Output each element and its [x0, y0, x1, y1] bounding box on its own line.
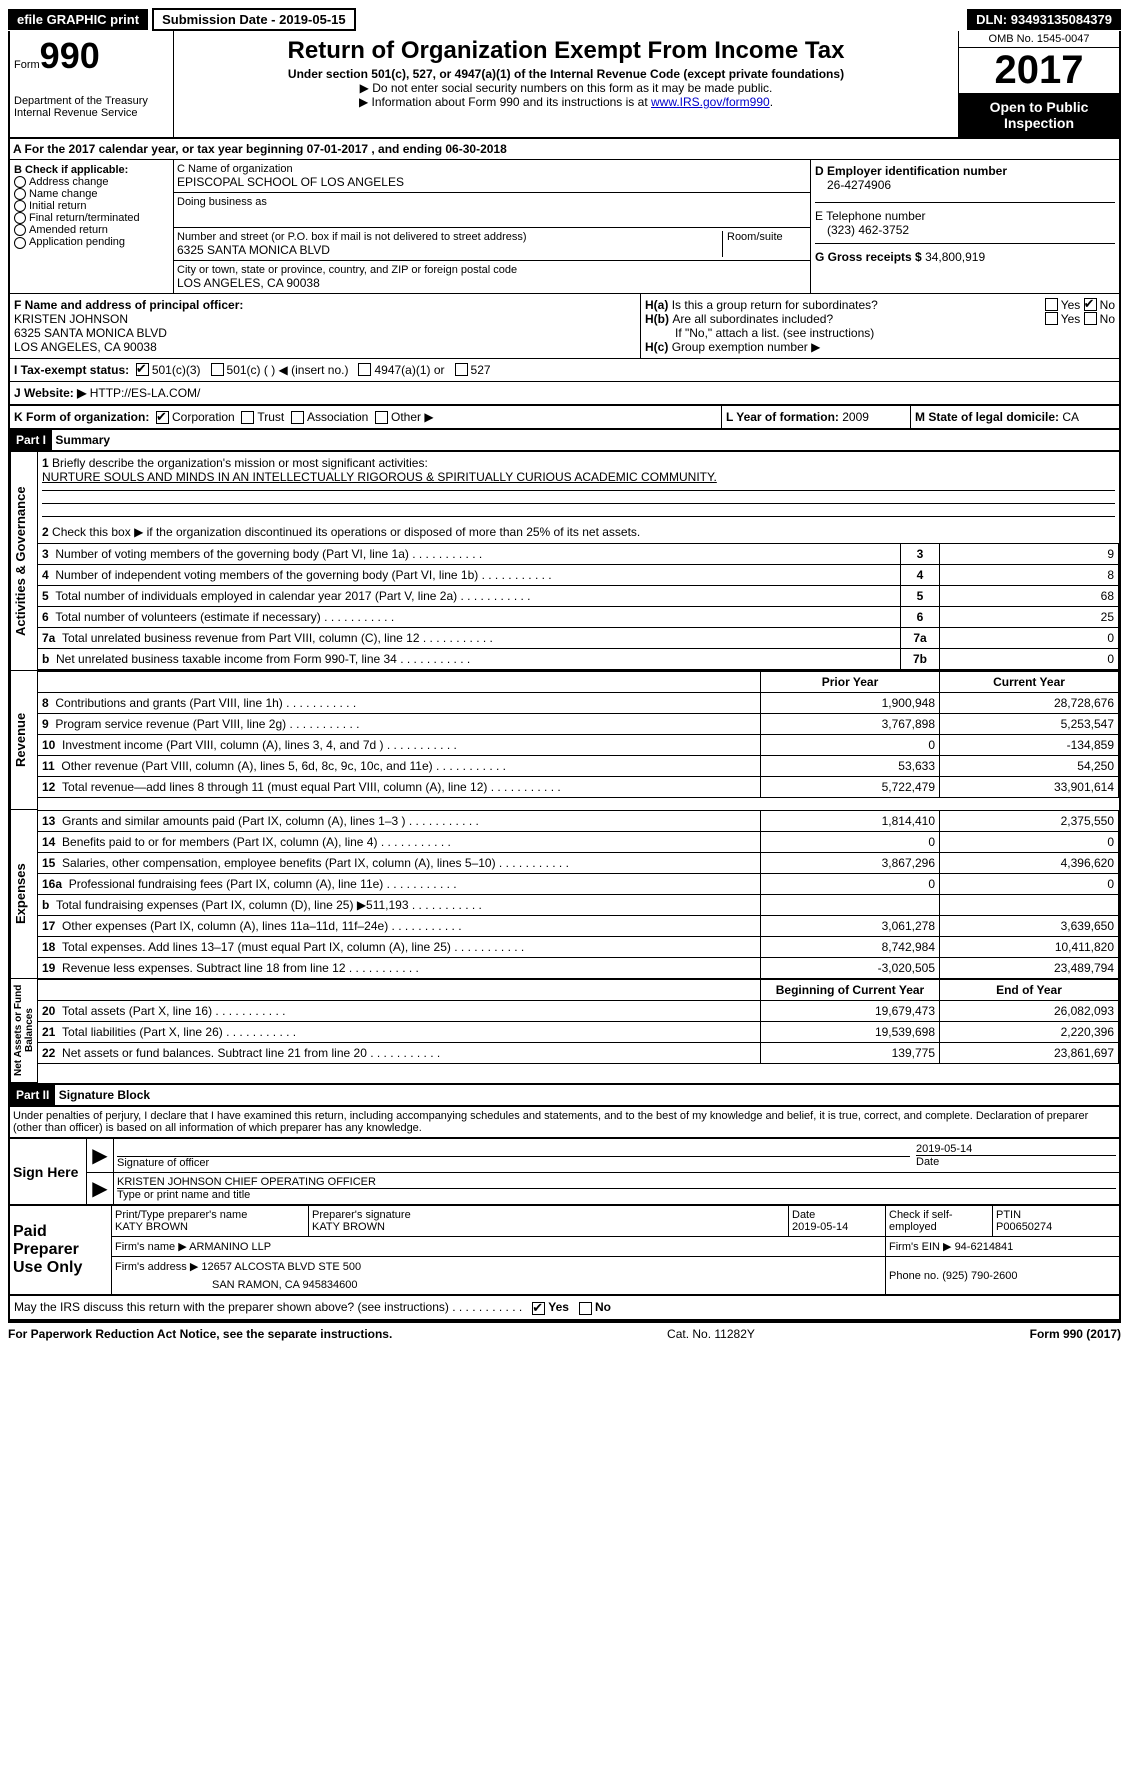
col-h: H(a) Is this a group return for subordin… [641, 294, 1119, 358]
discuss-yes[interactable] [532, 1302, 545, 1315]
i-501c3[interactable] [136, 363, 149, 376]
k-assoc[interactable] [291, 411, 304, 424]
governance-table: 3 Number of voting members of the govern… [38, 543, 1119, 670]
revenue-section: Revenue Prior YearCurrent Year 8 Contrib… [8, 671, 1121, 810]
ha-no[interactable] [1084, 298, 1097, 311]
netassets-section: Net Assets or Fund Balances Beginning of… [8, 979, 1121, 1085]
chk-name[interactable] [14, 188, 26, 200]
chk-amended[interactable] [14, 224, 26, 236]
irs-link[interactable]: www.IRS.gov/form990 [651, 95, 770, 109]
line-a: A For the 2017 calendar year, or tax yea… [8, 139, 1121, 160]
submission-date: Submission Date - 2019-05-15 [152, 8, 356, 31]
col-b: B Check if applicable: Address change Na… [10, 160, 174, 293]
part1-body: Activities & Governance 1 Briefly descri… [8, 452, 1121, 671]
chk-initial[interactable] [14, 200, 26, 212]
k-trust[interactable] [241, 411, 254, 424]
form-title-box: Return of Organization Exempt From Incom… [174, 31, 958, 137]
form-number-box: Form990 Department of the Treasury Inter… [10, 31, 174, 137]
part1-header: Part I Summary [8, 430, 1121, 452]
ha-yes[interactable] [1045, 298, 1058, 311]
chk-final[interactable] [14, 212, 26, 224]
perjury-text: Under penalties of perjury, I declare th… [8, 1107, 1121, 1138]
col-f: F Name and address of principal officer:… [10, 294, 641, 358]
line-j: J Website: ▶ HTTP://ES-LA.COM/ [8, 382, 1121, 406]
line-i: I Tax-exempt status: 501(c)(3) 501(c) ( … [8, 359, 1121, 382]
section-fh: F Name and address of principal officer:… [8, 294, 1121, 359]
chk-pending[interactable] [14, 237, 26, 249]
form-title: Return of Organization Exempt From Incom… [178, 37, 954, 65]
k-corp[interactable] [156, 411, 169, 424]
part2-header: Part II Signature Block [8, 1085, 1121, 1107]
top-bar: efile GRAPHIC print Submission Date - 20… [8, 8, 1121, 31]
col-c: C Name of organization EPISCOPAL SCHOOL … [174, 160, 811, 293]
section-bcdeg: B Check if applicable: Address change Na… [8, 160, 1121, 294]
expenses-table: 13 Grants and similar amounts paid (Part… [38, 810, 1119, 979]
dln: DLN: 93493135084379 [967, 9, 1121, 30]
hb-yes[interactable] [1045, 312, 1058, 325]
col-deg: D Employer identification number 26-4274… [811, 160, 1119, 293]
expenses-section: Expenses 13 Grants and similar amounts p… [8, 810, 1121, 979]
chk-address[interactable] [14, 176, 26, 188]
page-footer: For Paperwork Reduction Act Notice, see … [8, 1321, 1121, 1341]
discuss-line: May the IRS discuss this return with the… [8, 1296, 1121, 1320]
form-header: Form990 Department of the Treasury Inter… [8, 31, 1121, 139]
netassets-table: Beginning of Current YearEnd of Year 20 … [38, 979, 1119, 1064]
signature-table: Sign Here ▶ Signature of officer 2019-05… [8, 1138, 1121, 1205]
i-4947[interactable] [358, 363, 371, 376]
i-527[interactable] [455, 363, 468, 376]
preparer-table: Paid Preparer Use Only Print/Type prepar… [8, 1205, 1121, 1296]
sidebar-governance: Activities & Governance [10, 452, 38, 671]
hb-no[interactable] [1084, 312, 1097, 325]
efile-button[interactable]: efile GRAPHIC print [8, 9, 148, 30]
i-501c[interactable] [211, 363, 224, 376]
line-klm: K Form of organization: Corporation Trus… [8, 406, 1121, 430]
revenue-table: Prior YearCurrent Year 8 Contributions a… [38, 671, 1119, 798]
discuss-no[interactable] [579, 1302, 592, 1315]
k-other[interactable] [375, 411, 388, 424]
year-box: OMB No. 1545-0047 2017 Open to Public In… [958, 31, 1119, 137]
